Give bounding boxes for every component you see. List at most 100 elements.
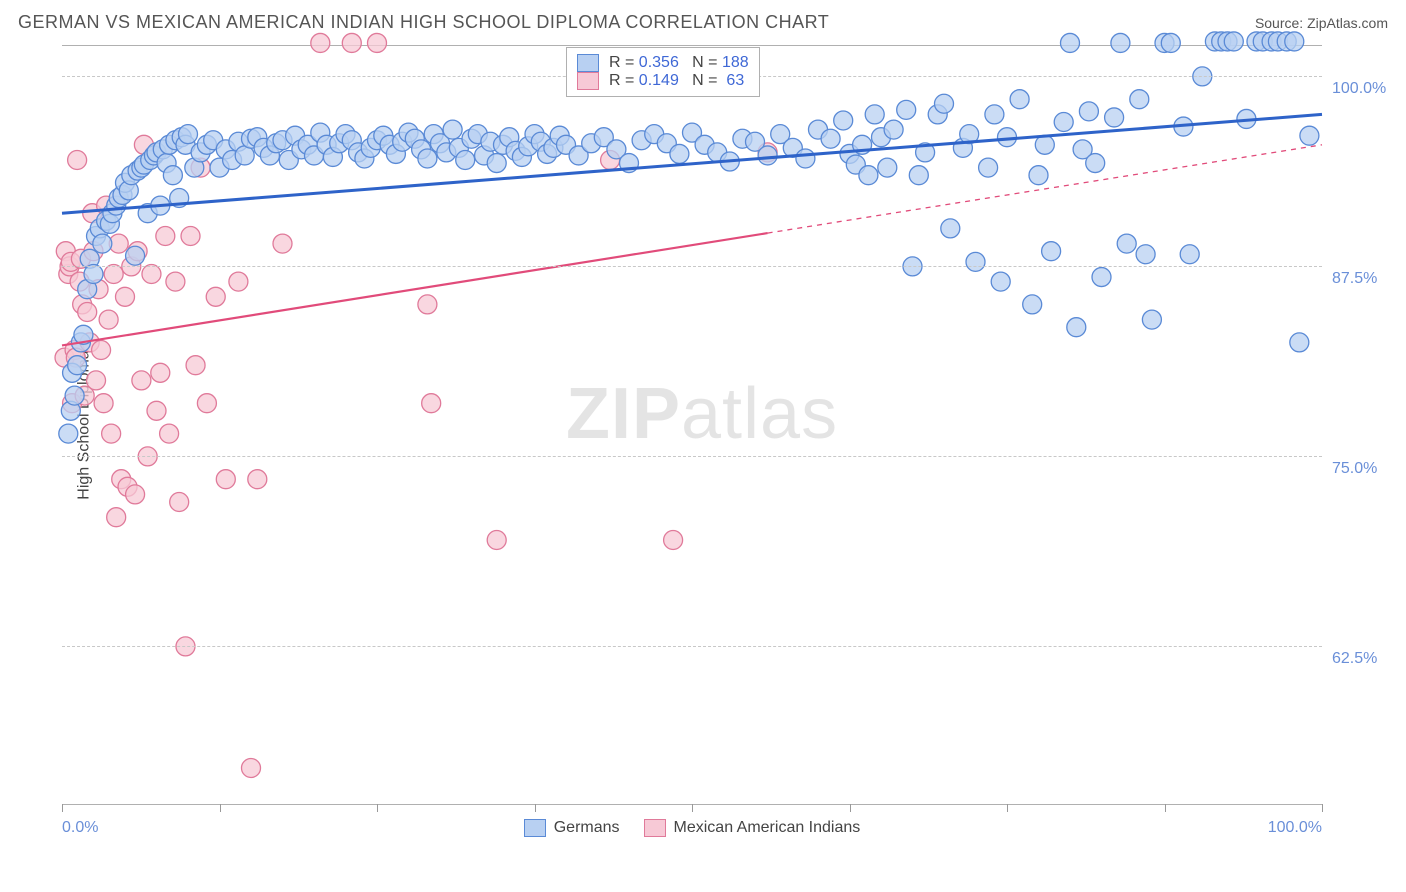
data-point: [170, 493, 189, 512]
data-point: [68, 356, 87, 375]
x-tick: [850, 804, 851, 812]
data-point: [418, 149, 437, 168]
series-legend: Germans Mexican American Indians: [62, 819, 1322, 837]
data-point: [1061, 33, 1080, 52]
data-point: [456, 151, 475, 170]
data-point: [93, 234, 112, 253]
data-point: [242, 759, 261, 778]
data-point: [126, 246, 145, 265]
data-point: [273, 234, 292, 253]
data-point: [865, 105, 884, 124]
data-point: [1224, 32, 1243, 51]
data-point: [1161, 33, 1180, 52]
x-tick: [1007, 804, 1008, 812]
stats-legend-row: R = 0.149 N = 63: [577, 72, 749, 90]
data-point: [985, 105, 1004, 124]
data-point: [107, 508, 126, 527]
data-point: [132, 371, 151, 390]
data-point: [92, 341, 111, 360]
data-point: [443, 120, 462, 139]
trend-line: [62, 233, 768, 345]
plot-area: 62.5%75.0%87.5%100.0%ZIPatlasR = 0.356 N…: [62, 45, 1322, 805]
data-point: [422, 394, 441, 413]
chart-header: GERMAN VS MEXICAN AMERICAN INDIAN HIGH S…: [0, 0, 1406, 41]
source-attribution: Source: ZipAtlas.com: [1255, 15, 1388, 31]
data-point: [1111, 33, 1130, 52]
stats-text: R = 0.356 N = 188: [609, 54, 749, 72]
legend-swatch: [644, 819, 666, 837]
data-point: [1142, 310, 1161, 329]
data-point: [859, 166, 878, 185]
data-point: [1023, 295, 1042, 314]
data-point: [116, 287, 135, 306]
x-tick: [62, 804, 63, 812]
data-point: [160, 424, 179, 443]
data-point: [1105, 108, 1124, 127]
data-point: [163, 166, 182, 185]
data-point: [1029, 166, 1048, 185]
data-point: [884, 120, 903, 139]
data-point: [1136, 245, 1155, 264]
data-point: [147, 401, 166, 420]
data-point: [418, 295, 437, 314]
y-tick-label: 87.5%: [1332, 270, 1377, 288]
gridline: [62, 456, 1322, 457]
watermark: ZIPatlas: [566, 373, 838, 455]
data-point: [670, 144, 689, 163]
data-point: [126, 485, 145, 504]
data-point: [1010, 90, 1029, 109]
data-point: [166, 272, 185, 291]
legend-label: Mexican American Indians: [674, 819, 861, 837]
data-point: [487, 154, 506, 173]
data-point: [991, 272, 1010, 291]
data-point: [68, 151, 87, 170]
stats-legend: R = 0.356 N = 188R = 0.149 N = 63: [566, 47, 760, 97]
data-point: [59, 424, 78, 443]
data-point: [65, 386, 84, 405]
data-point: [1042, 242, 1061, 261]
legend-label: Germans: [554, 819, 620, 837]
data-point: [99, 310, 118, 329]
data-point: [1130, 90, 1149, 109]
stats-legend-row: R = 0.356 N = 188: [577, 54, 749, 72]
data-point: [1092, 268, 1111, 287]
data-point: [487, 531, 506, 550]
legend-swatch: [577, 54, 599, 72]
legend-swatch: [524, 819, 546, 837]
x-tick: [1322, 804, 1323, 812]
data-point: [1300, 126, 1319, 145]
data-point: [368, 33, 387, 52]
x-tick: [220, 804, 221, 812]
data-point: [941, 219, 960, 238]
gridline: [62, 646, 1322, 647]
data-point: [796, 149, 815, 168]
data-point: [897, 100, 916, 119]
data-point: [216, 470, 235, 489]
data-point: [248, 470, 267, 489]
data-point: [1079, 102, 1098, 121]
data-point: [935, 94, 954, 113]
legend-swatch: [577, 72, 599, 90]
x-tick: [1165, 804, 1166, 812]
legend-item: Germans: [524, 819, 620, 837]
data-point: [179, 125, 198, 144]
data-point: [821, 129, 840, 148]
data-point: [1067, 318, 1086, 337]
data-point: [1180, 245, 1199, 264]
data-point: [181, 227, 200, 246]
data-point: [1285, 32, 1304, 51]
x-tick: [535, 804, 536, 812]
data-point: [979, 158, 998, 177]
legend-item: Mexican American Indians: [644, 819, 861, 837]
data-point: [1117, 234, 1136, 253]
data-point: [311, 33, 330, 52]
data-point: [156, 227, 175, 246]
data-point: [966, 252, 985, 271]
chart-title: GERMAN VS MEXICAN AMERICAN INDIAN HIGH S…: [18, 12, 829, 33]
data-point: [834, 111, 853, 130]
data-point: [197, 394, 216, 413]
data-point: [229, 272, 248, 291]
data-point: [94, 394, 113, 413]
x-tick: [377, 804, 378, 812]
data-point: [186, 356, 205, 375]
